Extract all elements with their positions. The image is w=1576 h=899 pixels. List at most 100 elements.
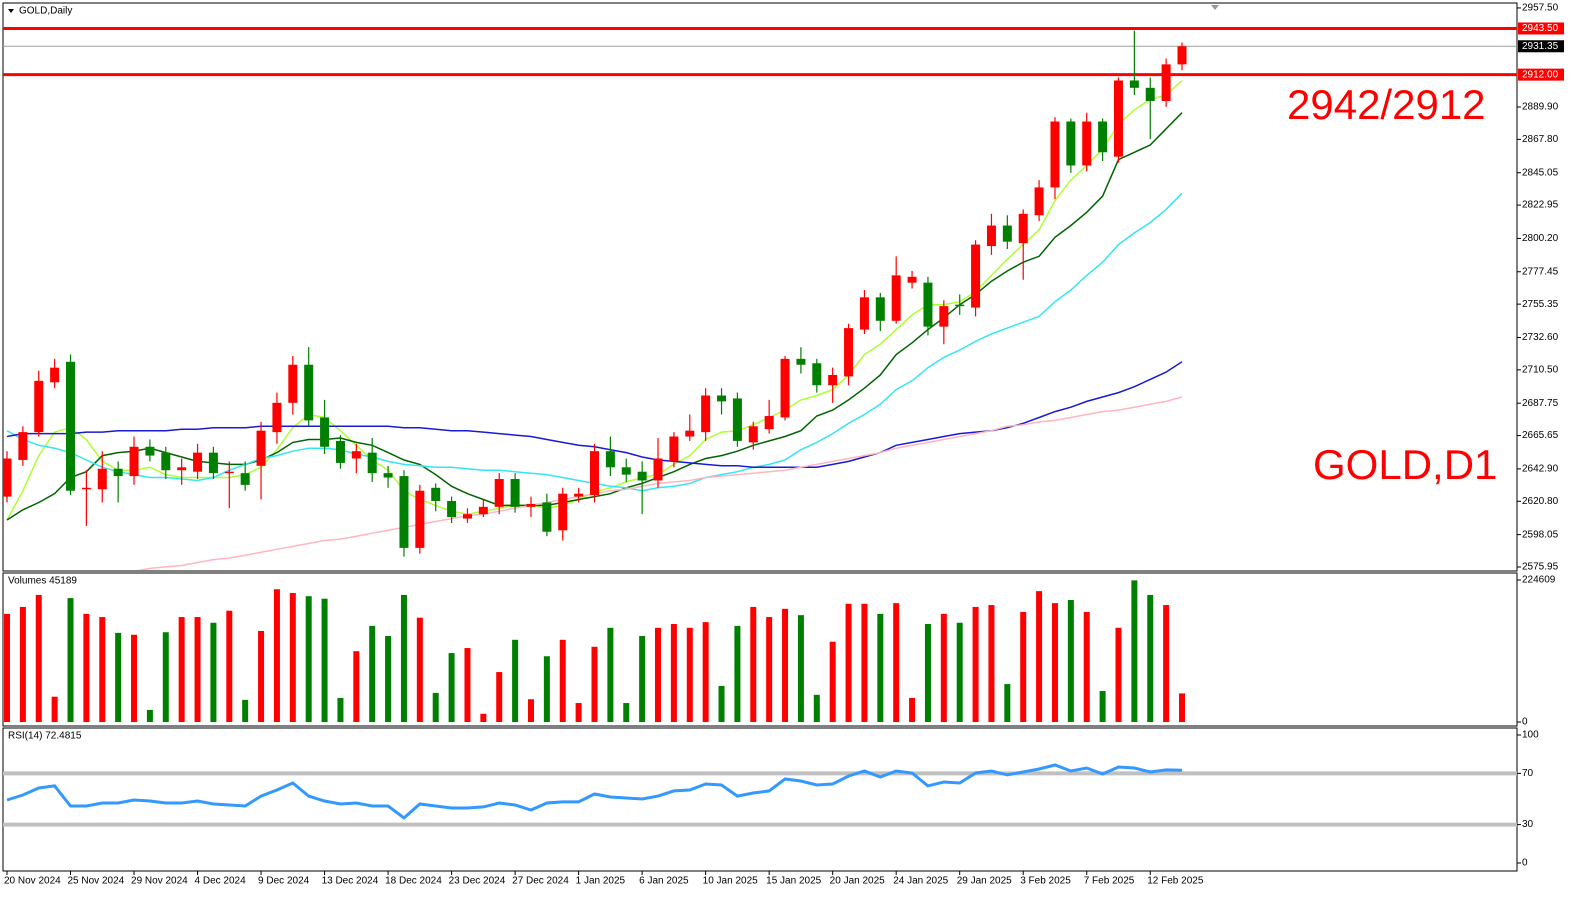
level-label-box	[1518, 68, 1564, 81]
volume-bar	[512, 639, 519, 722]
level-label: 2912.00	[1522, 69, 1559, 80]
volume-bar	[813, 694, 820, 722]
candle-body	[431, 487, 441, 501]
candle-body	[193, 452, 203, 472]
volume-bar	[877, 613, 884, 722]
x-tick-label: 6 Jan 2025	[639, 876, 689, 887]
volume-bar	[1020, 611, 1027, 722]
volume-bar	[321, 598, 328, 722]
y-tick-label: 2687.75	[1522, 398, 1559, 409]
y-tick-label: 0	[1522, 717, 1528, 728]
candle-body	[717, 395, 727, 402]
candle-body	[66, 361, 76, 491]
volume-bar	[305, 596, 312, 722]
rsi-title: RSI(14) 72.4815	[8, 731, 82, 742]
candle-body	[335, 440, 345, 463]
x-tick-label: 4 Dec 2024	[195, 876, 247, 887]
volume-bar	[1147, 594, 1154, 722]
volume-bar	[289, 593, 296, 722]
x-tick-label: 3 Feb 2025	[1020, 876, 1071, 887]
candle-body	[828, 374, 838, 386]
candle-body	[796, 358, 806, 365]
y-tick-label: 30	[1522, 819, 1534, 830]
y-tick-label: 2800.20	[1522, 233, 1559, 244]
x-tick-label: 9 Dec 2024	[258, 876, 310, 887]
candle-body	[621, 467, 631, 475]
y-tick-label: 2575.95	[1522, 562, 1559, 573]
x-tick-label: 29 Jan 2025	[957, 876, 1012, 887]
candle-body	[129, 446, 139, 477]
candle-body	[542, 502, 552, 532]
volume-bar	[178, 617, 185, 722]
volume-bar	[432, 692, 439, 722]
volume-bar	[972, 606, 979, 722]
x-tick-label: 23 Dec 2024	[449, 876, 506, 887]
annotation: 2942/2912	[1287, 81, 1486, 128]
candle-body	[304, 364, 314, 421]
volume-bar	[258, 630, 265, 722]
volume-bar	[1004, 684, 1011, 722]
volume-bar	[686, 627, 693, 722]
volume-bar	[845, 603, 852, 722]
volume-bar	[400, 594, 407, 722]
volume-bar	[829, 641, 836, 722]
y-tick-label: 2822.95	[1522, 200, 1559, 211]
rsi-plot	[3, 763, 1517, 827]
candle-body	[145, 446, 155, 456]
volume-bar	[131, 634, 138, 722]
candle-body	[256, 430, 266, 466]
candle-body	[558, 493, 568, 531]
volume-bar	[210, 622, 217, 722]
candle-body	[939, 306, 949, 327]
candle-body	[1002, 225, 1012, 242]
candle-body	[97, 468, 107, 490]
price-plot	[3, 26, 1517, 570]
volume-bar	[655, 627, 662, 722]
candle-body	[526, 503, 536, 507]
y-tick-label: 224609	[1522, 575, 1556, 586]
candle-body	[447, 500, 457, 518]
volume-bar	[67, 598, 74, 722]
candle-body	[764, 416, 774, 430]
candle-body	[1018, 213, 1028, 244]
menu-arrow[interactable]	[8, 9, 14, 13]
candle-body	[1145, 87, 1155, 101]
volume-bar	[623, 703, 630, 722]
candle-body	[1098, 121, 1108, 153]
candle-body	[1161, 64, 1171, 101]
volume-bar	[797, 615, 804, 722]
y-tick-label: 2732.60	[1522, 332, 1559, 343]
candle-body	[875, 297, 885, 321]
candle-body	[50, 367, 60, 383]
shift-marker	[1211, 5, 1219, 10]
candle-body	[367, 452, 377, 474]
volume-bar	[702, 622, 709, 722]
volume-bar	[607, 627, 614, 722]
candle-body	[844, 328, 854, 377]
volume-plot	[4, 580, 1185, 722]
y-tick-label: 2710.50	[1522, 364, 1559, 375]
candle-body	[462, 514, 472, 519]
volume-bar	[861, 603, 868, 722]
x-tick-label: 29 Nov 2024	[131, 876, 188, 887]
volume-bar	[19, 606, 26, 722]
volume-bar	[353, 651, 360, 722]
volume-bar	[1099, 691, 1106, 722]
candle-body	[780, 358, 790, 418]
x-tick-label: 25 Nov 2024	[68, 876, 125, 887]
volume-bar	[448, 653, 455, 722]
y-tick-label: 2755.35	[1522, 299, 1559, 310]
candle-body	[320, 417, 330, 447]
candle-body	[812, 363, 822, 386]
y-tick-label: 2665.65	[1522, 430, 1559, 441]
volume-bar	[1131, 580, 1138, 722]
x-tick-label: 20 Nov 2024	[4, 876, 61, 887]
candle-body	[113, 468, 123, 477]
candle-body	[272, 402, 282, 433]
chart-title: GOLD,Daily	[19, 6, 72, 17]
price-pane	[2, 2, 1518, 572]
candle-body	[18, 432, 28, 460]
volume-bar	[1036, 591, 1043, 722]
volume-bar	[273, 589, 280, 722]
volume-bar	[750, 606, 757, 722]
